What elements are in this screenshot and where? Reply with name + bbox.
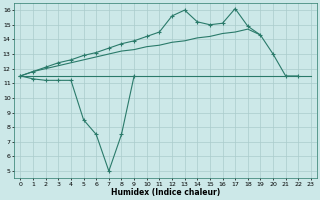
X-axis label: Humidex (Indice chaleur): Humidex (Indice chaleur): [111, 188, 220, 197]
